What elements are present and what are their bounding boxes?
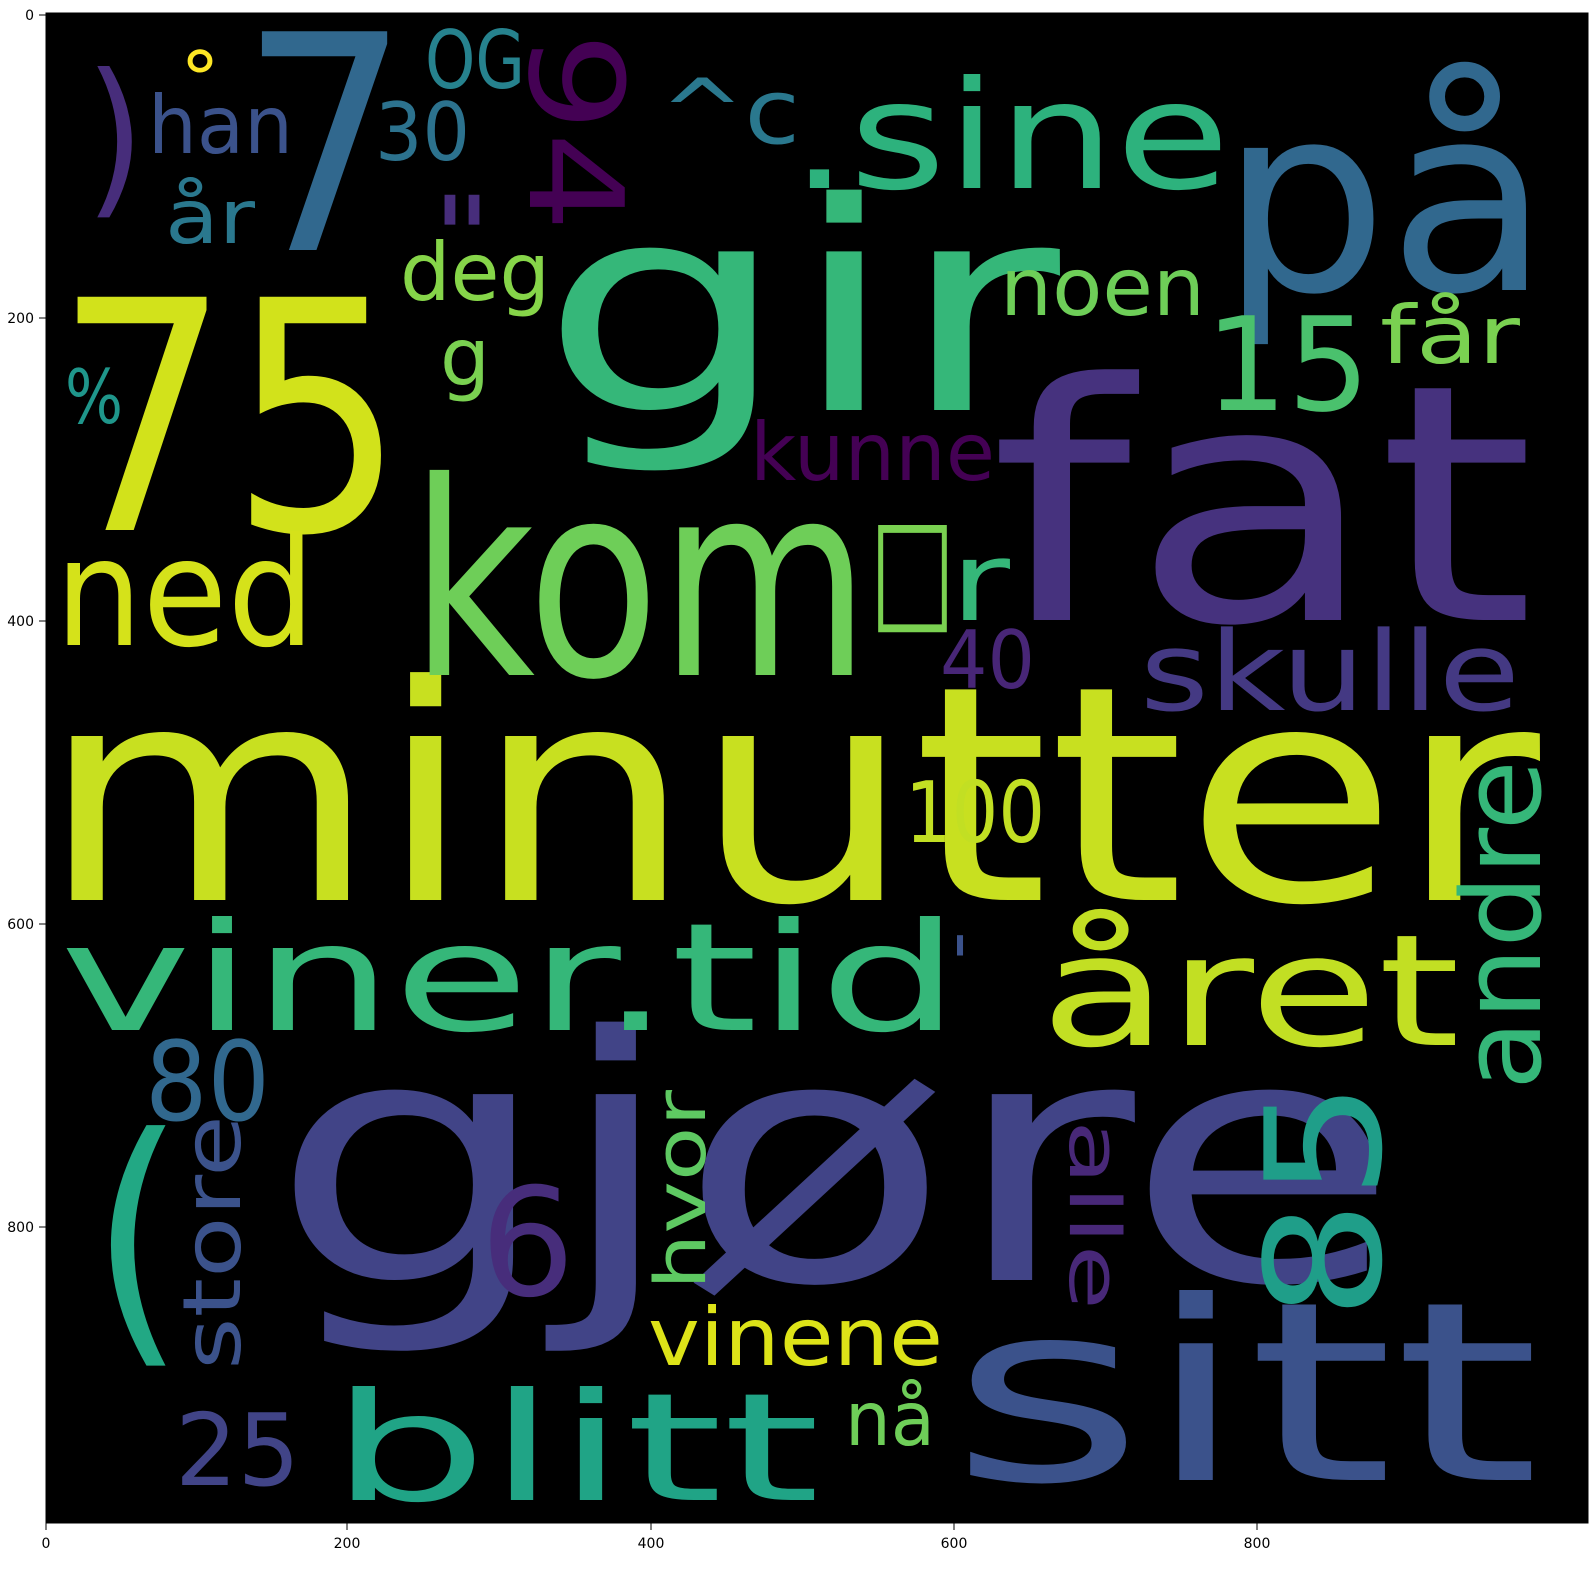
word-sitt: sitt — [950, 1248, 1540, 1539]
word-94: 94 — [499, 32, 651, 232]
y-tick-label: 800 — [7, 1220, 34, 1236]
axes-frame — [45, 12, 1589, 1524]
word-layer: minutter gjøre gir fat 75 kom sitt på 7 … — [40, 0, 1566, 1539]
word-quote: " — [432, 173, 492, 301]
word-sine: .sine — [790, 50, 1230, 224]
word-hvor: hvor — [640, 1090, 722, 1290]
y-tick-label: 200 — [7, 311, 34, 327]
word-pa: på — [1220, 50, 1550, 352]
word-7: 7 — [240, 0, 410, 321]
word-alle: alle — [1053, 1120, 1135, 1310]
word-OG: OG — [425, 14, 525, 107]
word-blitt: blitt — [330, 1362, 820, 1536]
word-degree: ° — [180, 35, 220, 123]
x-tick-label: 800 — [1244, 1536, 1271, 1552]
word-100: 100 — [905, 764, 1045, 863]
x-tick-label: 400 — [638, 1536, 665, 1552]
word-store: store — [166, 1115, 259, 1370]
word-25: 25 — [175, 1392, 300, 1509]
word-han: han — [148, 79, 293, 172]
word-6: 6 — [480, 1157, 575, 1331]
x-tick-label: 200 — [334, 1536, 361, 1552]
word-40: 40 — [940, 614, 1035, 707]
word-30: 30 — [375, 86, 470, 179]
word-viner-tid: viner.tid — [60, 892, 960, 1066]
word-minutter: minutter — [40, 622, 1544, 971]
word-ar: år — [165, 173, 255, 261]
y-tick-label: 0 — [25, 8, 34, 24]
word-gir: gir — [540, 142, 1064, 479]
word-andre: andre — [1438, 760, 1566, 1090]
word-paren-open: ( — [90, 1079, 185, 1394]
word-15: 15 — [1205, 289, 1370, 441]
word-aret: året — [1040, 901, 1460, 1082]
word-vinene: vinene — [648, 1291, 943, 1384]
x-tick-label: 0 — [42, 1536, 51, 1552]
word-percent: % — [65, 353, 123, 441]
word-deg: deg — [400, 226, 550, 319]
word-paren-close: ) — [85, 38, 145, 236]
plot-background — [46, 13, 1588, 1523]
word-caret-c: ^c — [660, 60, 800, 165]
word-kunne: kunne — [750, 406, 995, 499]
y-axis: 0 200 400 600 800 — [7, 8, 46, 1236]
word-r: r — [950, 518, 1011, 646]
word-kom: kom — [410, 424, 870, 739]
y-tick-label: 600 — [7, 917, 34, 933]
word-far: får — [1380, 289, 1520, 382]
word-gjore: gjøre — [270, 965, 1400, 1361]
word-80: 80 — [145, 1018, 270, 1146]
word-fat: fat — [990, 314, 1535, 698]
word-75: 75 — [55, 234, 405, 606]
word-box-glyph: □ — [870, 486, 955, 649]
word-skulle: skulle — [1140, 608, 1520, 736]
word-ned: ned — [55, 507, 315, 681]
word-g: g — [440, 311, 490, 404]
word-noen: noen — [1000, 241, 1205, 334]
x-axis: 0 200 400 600 800 — [42, 1523, 1271, 1552]
x-tick-label: 600 — [941, 1536, 968, 1552]
word-85: 85 — [1231, 1080, 1418, 1320]
y-tick-label: 400 — [7, 614, 34, 630]
word-apostrophe: ' — [950, 920, 970, 1008]
word-na: nå — [845, 1375, 935, 1463]
